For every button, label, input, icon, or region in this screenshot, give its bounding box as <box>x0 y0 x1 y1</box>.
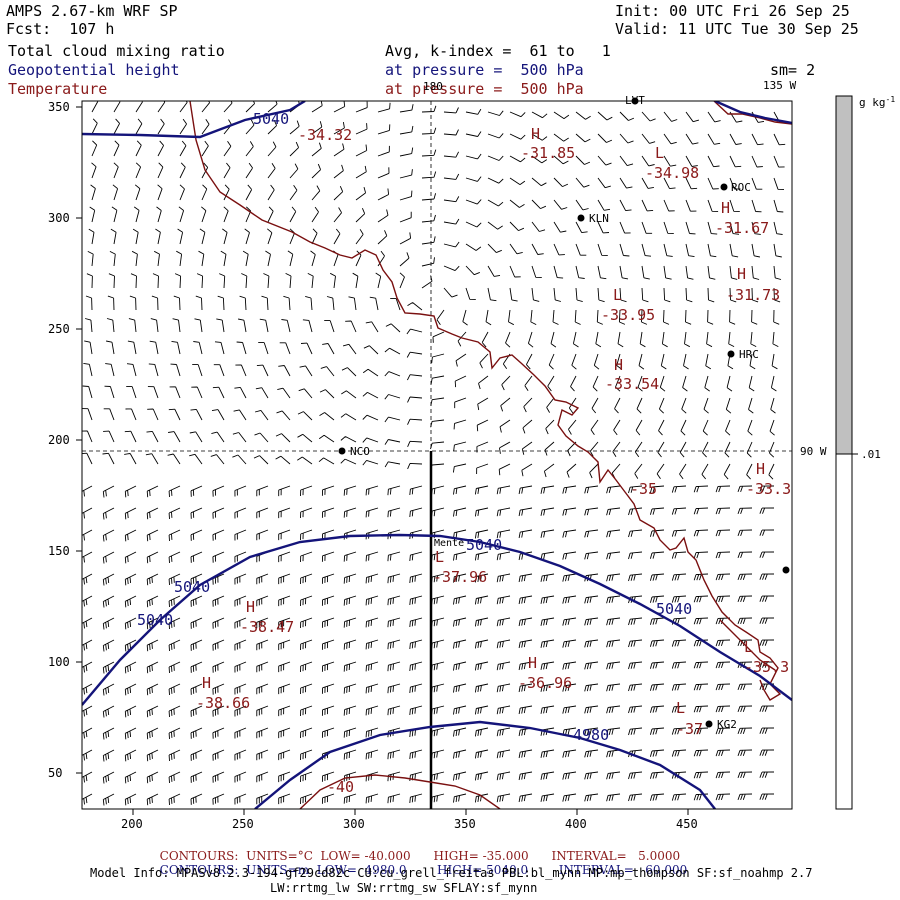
temp-contour-minus40 <box>299 774 501 809</box>
forecast-hour: Fcst: 107 h <box>6 20 115 38</box>
field-temp-label: Temperature <box>8 80 108 98</box>
temp-label: -40 <box>327 778 354 796</box>
temp-label: -33.95 <box>601 306 655 324</box>
lon-label-135w: 135 W <box>763 79 796 92</box>
temp-contour-minus35-se <box>719 619 776 671</box>
hl-marker: L <box>676 699 685 717</box>
field-cloud-label: Total cloud mixing ratio <box>8 42 225 60</box>
station-kg2: KG2 <box>717 718 737 731</box>
x-tick-label: 250 <box>232 817 254 831</box>
wind-barbs <box>82 101 786 806</box>
model-title: AMPS 2.67-km WRF SP <box>6 2 178 20</box>
colorbar: g kg-1 .01 <box>835 95 895 810</box>
lon-label-90w: 90 W <box>800 445 827 458</box>
k-index-label: Avg, k-index = 61 to 1 <box>385 42 611 60</box>
temp-label: -34.32 <box>298 126 352 144</box>
temp-label: -31.85 <box>521 144 575 162</box>
temp-label: -35 <box>630 480 657 498</box>
y-tick-label: 300 <box>48 211 70 225</box>
temp-label: -33.54 <box>605 375 659 393</box>
y-tick-label: 50 <box>48 766 62 780</box>
station-mente: Mente <box>434 538 464 549</box>
temp-label: -36.96 <box>518 674 572 692</box>
station-nco: NCO <box>350 445 370 458</box>
x-axis: 200 250 300 350 400 450 <box>121 809 698 831</box>
height-contour-5040-main <box>82 533 792 706</box>
hl-marker: H <box>531 125 540 143</box>
y-tick-label: 250 <box>48 322 70 336</box>
temp-label: -34.98 <box>645 164 699 182</box>
init-time: Init: 00 UTC Fri 26 Sep 25 <box>615 2 850 20</box>
x-tick-label: 400 <box>565 817 587 831</box>
map-frame <box>81 100 793 810</box>
pressure-temp-label: at pressure = 500 hPa <box>385 80 584 98</box>
station-markers: LVT ROC KLN HRC NCO Mente KG2 <box>338 94 790 731</box>
hl-marker: L <box>435 548 444 566</box>
model-info: Model Info: MPASv8.2.3-194-gf29cd82c CU:… <box>90 866 813 880</box>
x-tick-label: 200 <box>121 817 143 831</box>
height-contour-5040-top <box>82 101 306 139</box>
x-tick-label: 450 <box>676 817 698 831</box>
station-lvt: LVT <box>625 94 645 107</box>
y-axis: 350 300 250 200 150 100 50 <box>48 100 82 780</box>
model-info-physics: LW:rrtmg_lw SW:rrtmg_sw SFLAY:sf_mynn <box>270 881 538 895</box>
height-label: 5040 <box>253 110 289 128</box>
y-tick-label: 350 <box>48 100 70 114</box>
height-label: 5040 <box>137 611 173 629</box>
height-label: 4980 <box>573 726 609 744</box>
station-hrc: HRC <box>739 348 759 361</box>
station-roc: ROC <box>731 181 751 194</box>
temp-contour-info: CONTOURS: UNITS=°C LOW= -40.000 HIGH= -3… <box>159 849 681 863</box>
hl-marker: H <box>246 598 255 616</box>
temp-label: -31.67 <box>715 219 769 237</box>
height-label: 5040 <box>174 578 210 596</box>
field-height-label: Geopotential height <box>8 61 180 79</box>
hl-marker: H <box>202 674 211 692</box>
colorbar-level: .01 <box>861 448 881 461</box>
y-tick-label: 150 <box>48 544 70 558</box>
hl-marker: L <box>744 638 753 656</box>
height-labels: 5040 5040 5040 5040 5040 4980 <box>137 110 692 744</box>
hl-marker: L <box>613 286 622 304</box>
coastline-contour <box>189 101 782 701</box>
y-tick-label: 200 <box>48 433 70 447</box>
hl-marker: H <box>737 265 746 283</box>
temp-label: -38.47 <box>240 618 294 636</box>
x-tick-label: 300 <box>343 817 365 831</box>
hl-marker: H <box>721 199 730 217</box>
wind-barb-path <box>82 101 786 806</box>
x-tick-label: 350 <box>454 817 476 831</box>
hl-marker: L <box>655 144 664 162</box>
temp-label: -37.96 <box>433 568 487 586</box>
temp-label: -38.66 <box>196 694 250 712</box>
height-contour-4980 <box>254 720 716 809</box>
temperature-labels: -34.32 -31.85 -34.98 -31.67 -31.73 -33.9… <box>196 126 791 796</box>
high-low-markers: H L H H L H H L H H H L L <box>202 125 765 717</box>
valid-time: Valid: 11 UTC Tue 30 Sep 25 <box>615 20 859 38</box>
hl-marker: H <box>756 460 765 478</box>
height-contour-info: CONTOURS: UNITS=m LOW= 4980.0 HIGH= 5040… <box>159 863 688 877</box>
coast-top-right <box>713 101 792 125</box>
temp-label: -35.3 <box>744 658 789 676</box>
temp-label: -33.3 <box>746 480 791 498</box>
height-label: 5040 <box>656 600 692 618</box>
temp-label: -31.73 <box>726 286 780 304</box>
hl-marker: H <box>528 654 537 672</box>
pressure-height-label: at pressure = 500 hPa <box>385 61 584 79</box>
colorbar-unit: g kg-1 <box>859 95 895 109</box>
y-tick-label: 100 <box>48 655 70 669</box>
lon-label-180: 180 <box>423 80 443 93</box>
height-contour-5040-ne <box>714 101 792 125</box>
colorbar-fill <box>835 95 853 455</box>
hl-marker: H <box>614 356 623 374</box>
station-kln: KLN <box>589 212 609 225</box>
height-label: 5040 <box>466 536 502 554</box>
temp-label: -37 <box>676 720 703 738</box>
smoothing-label: sm= 2 <box>770 61 816 79</box>
